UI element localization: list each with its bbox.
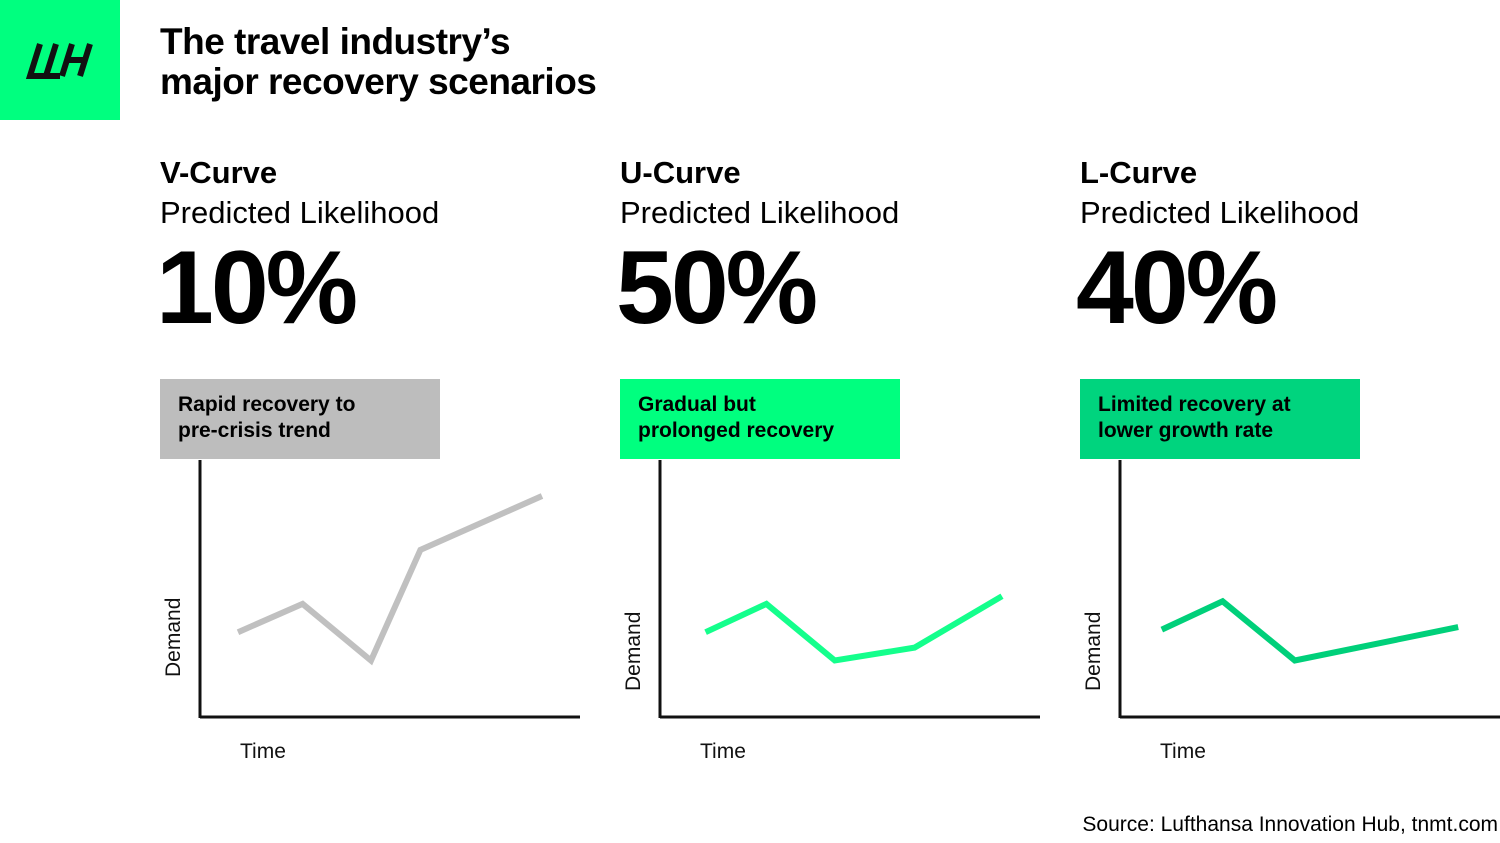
scenario-chart-v-curve: Time Demand [162, 460, 580, 763]
x-axis-label: Time [700, 740, 746, 763]
scenario-panel-l-curve: L-Curve Predicted Likelihood 40% Limited… [1076, 0, 1500, 843]
page-title: The travel industry’s major recovery sce… [160, 21, 597, 102]
scenario-description-line-2: lower growth rate [1098, 419, 1274, 442]
source-note: Source: Lufthansa Innovation Hub, tnmt.c… [1082, 813, 1498, 836]
scenario-likelihood: 50% [616, 230, 818, 346]
scenario-description-line-2: prolonged recovery [638, 419, 835, 442]
scenario-description: Gradual but prolonged recovery [620, 379, 900, 459]
series-line [704, 593, 1004, 664]
scenario-description: Rapid recovery to pre-crisis trend [160, 379, 440, 459]
scenario-panel-u-curve: U-Curve Predicted Likelihood 50% Gradual… [616, 0, 1060, 843]
y-axis-label: Demand [162, 598, 185, 677]
y-axis-label: Demand [622, 612, 645, 691]
series-line [236, 493, 544, 666]
scenario-name: V-Curve [160, 155, 278, 190]
scenario-description: Limited recovery at lower growth rate [1080, 379, 1360, 459]
scenario-subtitle: Predicted Likelihood [160, 195, 440, 230]
scenario-name: L-Curve [1080, 155, 1198, 190]
scenario-panel-v-curve: V-Curve Predicted Likelihood 10% Rapid r… [156, 0, 600, 843]
page-title-line-2: major recovery scenarios [160, 61, 597, 102]
x-axis-label: Time [1160, 740, 1206, 763]
scenario-likelihood: 10% [156, 230, 358, 346]
scenario-description-line-1: Rapid recovery to [178, 393, 356, 416]
series-line [1160, 597, 1459, 664]
scenario-name: U-Curve [620, 155, 741, 190]
scenario-description-line-1: Gradual but [638, 393, 756, 416]
scenario-likelihood: 40% [1076, 230, 1278, 346]
lh-logo-icon [25, 43, 93, 79]
scenario-description-line-2: pre-crisis trend [178, 419, 331, 442]
scenario-subtitle: Predicted Likelihood [620, 195, 900, 230]
scenario-description-line-1: Limited recovery at [1098, 393, 1291, 416]
page-title-line-1: The travel industry’s [160, 21, 511, 62]
scenario-chart-l-curve: Time Demand [1082, 460, 1500, 763]
x-axis-label: Time [240, 740, 286, 763]
scenario-subtitle: Predicted Likelihood [1080, 195, 1360, 230]
y-axis-label: Demand [1082, 612, 1105, 691]
scenario-chart-u-curve: Time Demand [622, 460, 1040, 763]
logo-box [0, 0, 120, 120]
